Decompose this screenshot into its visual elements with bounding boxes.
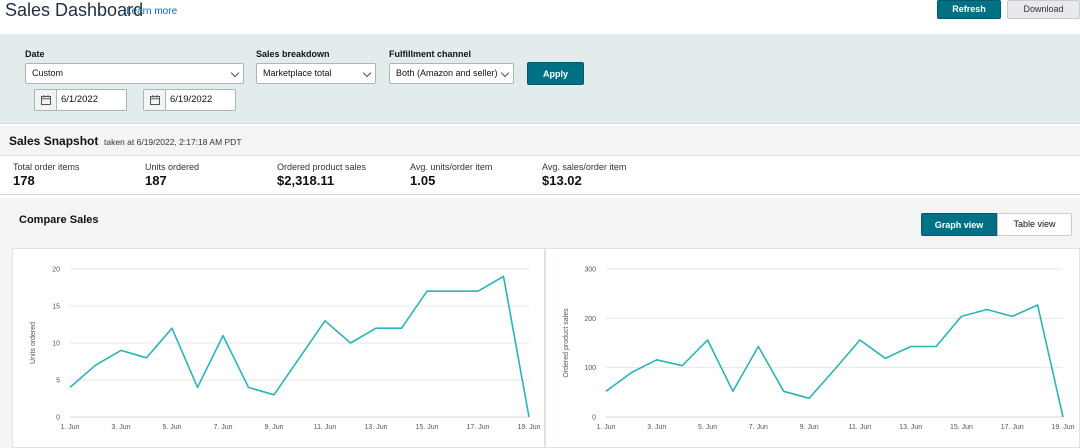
calendar-icon (144, 90, 166, 110)
x-tick-label: 19. Jun (518, 424, 541, 431)
snapshot-metrics: Total order items 178 Units ordered 187 … (0, 157, 1080, 195)
y-tick-label: 5 (56, 378, 60, 385)
start-date-value: 6/1/2022 (61, 94, 98, 105)
x-tick-label: 9. Jun (800, 424, 819, 431)
x-tick-label: 13. Jun (899, 424, 922, 431)
metric-label: Units ordered (145, 162, 200, 172)
chevron-down-icon (362, 68, 372, 78)
x-tick-label: 3. Jun (647, 424, 666, 431)
metric-label: Ordered product sales (277, 162, 367, 172)
snapshot-timestamp: taken at 6/19/2022, 2:17:18 AM PDT (104, 137, 242, 147)
graph-view-button[interactable]: Graph view (921, 213, 997, 236)
metric-label: Total order items (13, 162, 80, 172)
metric-value: 1.05 (410, 173, 436, 188)
y-tick-label: 100 (584, 365, 596, 372)
y-tick-label: 0 (592, 415, 596, 422)
y-axis-label: Units ordered (30, 322, 37, 364)
x-tick-label: 13. Jun (365, 424, 388, 431)
x-tick-label: 7. Jun (213, 424, 232, 431)
page-header: Sales Dashboard Learn more Refresh Downl… (0, 0, 1080, 34)
metric-total-order-items: Total order items 178 (13, 162, 80, 188)
filter-bar: Date Custom 6/1/2022 6/19/2022 Sales bre… (0, 34, 1080, 124)
sales-snapshot-header: Sales Snapshot taken at 6/19/2022, 2:17:… (0, 126, 1080, 156)
x-tick-label: 5. Jun (698, 424, 717, 431)
units-ordered-chart-svg: 0 5 10 15 20 1. Jun 3. Jun 5. Jun 7. Jun 9. Jun 11… (30, 267, 541, 432)
metric-value: $2,318.11 (277, 173, 335, 188)
y-tick-label: 0 (56, 415, 60, 422)
calendar-icon (35, 90, 57, 110)
y-tick-label: 300 (584, 267, 596, 274)
x-tick-label: 15. Jun (950, 424, 973, 431)
apply-button[interactable]: Apply (527, 62, 584, 85)
x-tick-label: 19. Jun (1052, 424, 1075, 431)
compare-sales-title: Compare Sales (19, 214, 99, 226)
date-select[interactable]: Custom (25, 63, 244, 84)
page-title: Sales Dashboard (5, 0, 144, 20)
chevron-down-icon (500, 68, 510, 78)
series-line (69, 275, 530, 418)
series-line (605, 304, 1064, 418)
end-date-field[interactable]: 6/19/2022 (143, 89, 236, 111)
start-date-field[interactable]: 6/1/2022 (34, 89, 127, 111)
refresh-button[interactable]: Refresh (937, 0, 1001, 19)
metric-value: $13.02 (542, 173, 582, 188)
y-tick-label: 200 (584, 316, 596, 323)
download-button[interactable]: Download (1007, 0, 1080, 19)
table-view-button[interactable]: Table view (997, 213, 1072, 236)
y-tick-label: 15 (52, 304, 60, 311)
metric-label: Avg. units/order item (410, 162, 493, 172)
breakdown-select-value: Marketplace total (263, 68, 332, 78)
learn-more-link[interactable]: Learn more (126, 6, 178, 17)
end-date-value: 6/19/2022 (170, 94, 213, 105)
compare-sales-section: Compare Sales Graph view Table view 0 5 10… (0, 198, 1080, 448)
metric-ordered-product-sales: Ordered product sales $2,318.11 (277, 162, 366, 188)
x-tick-label: 3. Jun (111, 424, 130, 431)
metric-avg-units-per-order-item: Avg. units/order item 1.05 (410, 162, 492, 188)
fulfillment-select-value: Both (Amazon and seller) (396, 68, 498, 78)
metric-label: Avg. sales/order item (542, 162, 627, 172)
x-tick-label: 17. Jun (1001, 424, 1024, 431)
x-tick-label: 9. Jun (264, 424, 283, 431)
x-tick-label: 17. Jun (467, 424, 490, 431)
metric-avg-sales-per-order-item: Avg. sales/order item $13.02 (542, 162, 626, 188)
ordered-product-sales-chart-svg: 0 100 200 300 1. Jun 3. Jun 5. Jun 7. Jun 9. Jun… (563, 267, 1075, 432)
metric-value: 178 (13, 173, 35, 188)
y-tick-label: 20 (52, 267, 60, 274)
breakdown-label: Sales breakdown (256, 49, 330, 59)
y-tick-label: 10 (52, 341, 60, 348)
breakdown-select[interactable]: Marketplace total (256, 63, 376, 84)
date-select-value: Custom (32, 68, 64, 78)
x-tick-label: 5. Jun (162, 424, 181, 431)
x-tick-label: 1. Jun (596, 424, 615, 431)
y-axis-label: Ordered product sales (563, 308, 570, 378)
x-tick-label: 11. Jun (314, 424, 337, 431)
x-tick-label: 11. Jun (849, 424, 872, 431)
units-ordered-chart: 0 5 10 15 20 1. Jun 3. Jun 5. Jun 7. Jun 9. Jun 11… (12, 248, 545, 448)
fulfillment-label: Fulfillment channel (389, 49, 472, 59)
x-tick-label: 7. Jun (749, 424, 768, 431)
fulfillment-select[interactable]: Both (Amazon and seller) (389, 63, 514, 84)
date-label: Date (25, 49, 45, 59)
ordered-product-sales-chart: 0 100 200 300 1. Jun 3. Jun 5. Jun 7. Jun 9. Jun… (545, 248, 1080, 448)
sales-snapshot-title: Sales Snapshot (9, 134, 99, 148)
metric-units-ordered: Units ordered 187 (145, 162, 199, 188)
x-tick-label: 1. Jun (60, 424, 79, 431)
x-tick-label: 15. Jun (416, 424, 439, 431)
chevron-down-icon (230, 68, 240, 78)
metric-value: 187 (145, 173, 167, 188)
